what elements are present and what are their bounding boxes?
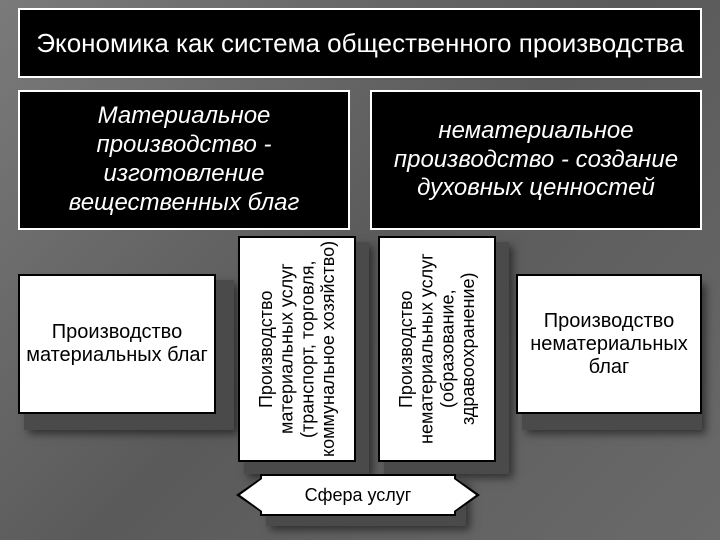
right-header-box: нематериальное производство - создание д… — [370, 90, 702, 230]
title-box: Экономика как система общественного прои… — [18, 8, 702, 78]
arrow-right-icon — [454, 479, 476, 511]
right-header-text: нематериальное производство - создание д… — [382, 117, 690, 203]
arrow-left-icon — [240, 479, 262, 511]
right-leaf-box: Производство нематериальных благ — [516, 274, 702, 414]
bottom-text: Сфера услуг — [305, 485, 412, 506]
left-leaf-text: Производство материальных благ — [24, 321, 210, 367]
left-header-box: Материальное производство - изготовление… — [18, 90, 350, 230]
title-text: Экономика как система общественного прои… — [36, 28, 683, 59]
left-leaf-box: Производство материальных благ — [18, 274, 216, 414]
bottom-box: Сфера услуг — [260, 474, 456, 516]
right-leaf-text: Производство нематериальных благ — [522, 310, 696, 379]
right-vertical-box: Производство нематериальных услуг (образ… — [378, 236, 496, 462]
left-header-text: Материальное производство - изготовление… — [30, 102, 338, 217]
left-vertical-text: Производство материальных услуг (транспо… — [256, 238, 339, 460]
right-vertical-text: Производство нематериальных услуг (образ… — [396, 238, 479, 460]
left-vertical-box: Производство материальных услуг (транспо… — [238, 236, 356, 462]
